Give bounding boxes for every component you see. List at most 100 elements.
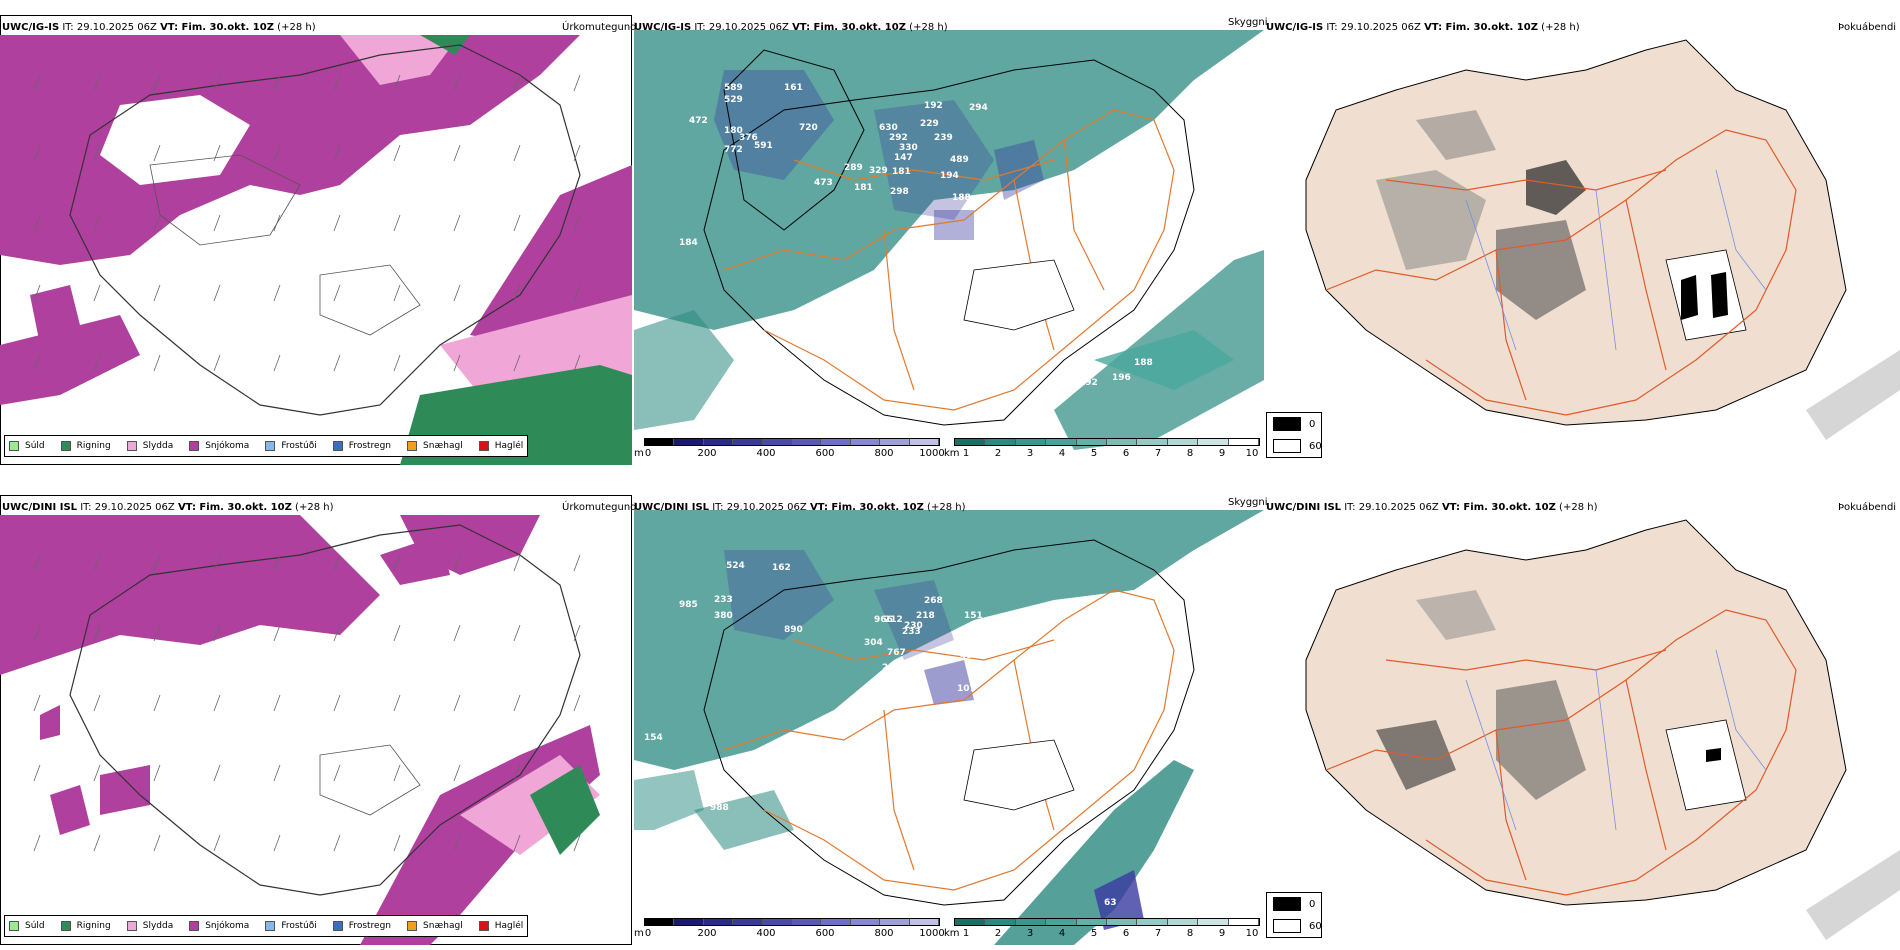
cloud-base-value: 188 <box>1134 358 1153 368</box>
cloud-base-value: 107 <box>957 684 976 694</box>
colorbar-tick: 4 <box>1058 448 1066 459</box>
legend-item: Frostúði <box>265 441 317 451</box>
cloud-base-value: 304 <box>864 638 883 648</box>
fog-swatch <box>1273 897 1301 911</box>
cloud-base-value: 154 <box>644 733 663 743</box>
fog-legend-label: 60 <box>1309 920 1322 932</box>
panel-title: Þokuábendi <box>1838 502 1897 513</box>
cloud-base-value: 188 <box>952 193 971 203</box>
colorbar-tick: 800 <box>874 928 894 939</box>
cloud-base-value: 212 <box>884 615 903 625</box>
cloud-base-value: 591 <box>754 141 773 151</box>
cloud-base-value: 194 <box>940 171 959 181</box>
fog-swatch <box>1273 417 1301 431</box>
cloud-base-value: 192 <box>924 101 943 111</box>
legend-swatch <box>60 441 71 451</box>
cloud-base-value: 119 <box>944 245 963 255</box>
panel-header: UWC/IG-IS IT: 29.10.2025 06Z VT: Fim. 30… <box>634 22 948 34</box>
model-label: UWC/DINI ISL <box>2 502 78 513</box>
fog-legend-item: 0 <box>1273 417 1315 431</box>
cloud-base-value: 181 <box>854 183 873 193</box>
colorbar-tick: 600 <box>815 448 835 459</box>
cloud-base-value: 192 <box>1079 378 1098 388</box>
legend-swatch <box>407 921 418 931</box>
cloud-base-value: 196 <box>1112 373 1131 383</box>
colorbar-tick: 5 <box>1090 928 1098 939</box>
cloud-base-value: 329 <box>869 166 888 176</box>
lead-time: (+28 h) <box>909 22 948 33</box>
fog-legend-item: 0 <box>1273 897 1315 911</box>
cloud-base-value: 772 <box>724 145 743 155</box>
legend-label: Frostregn <box>348 921 392 931</box>
init-time: IT: 29.10.2025 06Z <box>80 502 175 513</box>
colorbar-strip <box>644 438 940 446</box>
lead-time: (+28 h) <box>295 502 334 513</box>
panel-header: UWC/DINI ISL IT: 29.10.2025 06Z VT: Fim.… <box>2 502 333 514</box>
legend-swatch <box>9 441 19 451</box>
panel-title: Skyggni <box>1228 17 1268 28</box>
legend-item: Súld <box>9 921 45 931</box>
legend-label: Rigning <box>76 921 111 931</box>
cloud-base-value: 181 <box>892 167 911 177</box>
fog-legend-label: 0 <box>1309 898 1316 910</box>
legend-label: Frostregn <box>348 441 392 451</box>
model-label: UWC/IG-IS <box>634 22 692 33</box>
colorbar-tick: 6 <box>1122 448 1130 459</box>
colorbar-strip <box>954 438 1260 446</box>
legend-label: Frostúði <box>281 441 317 451</box>
colorbar-unit: km <box>944 448 960 459</box>
cloud-base-panel-bottom: 524 162 985 233 380 890 966 230 304 767 238 176 212 2… <box>634 510 1264 945</box>
valid-time: VT: Fim. 30.okt. 10Z <box>1441 502 1556 513</box>
cloud-base-colorbar: m 0 200 400 600 800 1000 <box>634 918 945 940</box>
colorbar-tick: 7 <box>1154 448 1162 459</box>
valid-time: VT: Fim. 30.okt. 10Z <box>177 502 292 513</box>
cloud-base-value: 529 <box>724 95 743 105</box>
legend-swatch <box>9 921 19 931</box>
fog-swatch <box>1273 439 1301 453</box>
colorbar-tick: 10 <box>1245 448 1259 459</box>
cloud-base-value: 233 <box>714 595 733 605</box>
fog-swatch <box>1273 919 1301 933</box>
colorbar-tick: 8 <box>1186 448 1194 459</box>
cloud-base-value: 720 <box>799 123 818 133</box>
colorbar-tick: 8 <box>1186 928 1194 939</box>
colorbar-tick: 6 <box>1122 928 1130 939</box>
colorbar-tick: 0 <box>644 928 652 939</box>
lead-time: (+28 h) <box>277 22 316 33</box>
cloud-base-value: 184 <box>679 238 698 248</box>
fog-legend-item: 60 <box>1273 919 1322 933</box>
panel-title: Skyggni <box>1228 497 1268 508</box>
colorbar-tick: 1000 <box>919 448 945 459</box>
legend-label: Slydda <box>142 921 174 931</box>
colorbar-tick: 10 <box>1245 928 1259 939</box>
colorbar-tick: 9 <box>1218 928 1226 939</box>
cloud-base-value: 988 <box>710 803 729 813</box>
legend-item: Slydda <box>126 921 174 931</box>
fog-legend-bottom: 0 60 <box>1266 892 1322 938</box>
legend-label: Haglél <box>494 921 524 931</box>
legend-item: Frostregn <box>332 441 392 451</box>
colorbar-unit: m <box>634 448 644 459</box>
lead-time: (+28 h) <box>927 502 966 513</box>
colorbar-tick: 1 <box>962 928 970 939</box>
map-frame <box>0 495 632 945</box>
panel-header: UWC/DINI ISL IT: 29.10.2025 06Z VT: Fim.… <box>634 502 965 514</box>
legend-item: Rigning <box>60 921 111 931</box>
colorbar-strip <box>954 918 1260 926</box>
cloud-base-value: 148 <box>994 291 1013 301</box>
cloud-base-value: 239 <box>934 133 953 143</box>
model-label: UWC/DINI ISL <box>634 502 710 513</box>
cloud-base-value: 376 <box>739 133 758 143</box>
legend-label: Súld <box>25 921 45 931</box>
cloud-base-value: 489 <box>950 155 969 165</box>
fog-legend-label: 60 <box>1309 440 1322 452</box>
cloud-base-value: 238 <box>882 663 901 673</box>
colorbar-tick: 3 <box>1026 448 1034 459</box>
panel-title: Þokuábendi <box>1838 22 1897 33</box>
cloud-base-value: 146 <box>1034 288 1053 298</box>
legend-item: Snæhagl <box>407 441 463 451</box>
init-time: IT: 29.10.2025 06Z <box>712 502 807 513</box>
colorbar-tick: 600 <box>815 928 835 939</box>
